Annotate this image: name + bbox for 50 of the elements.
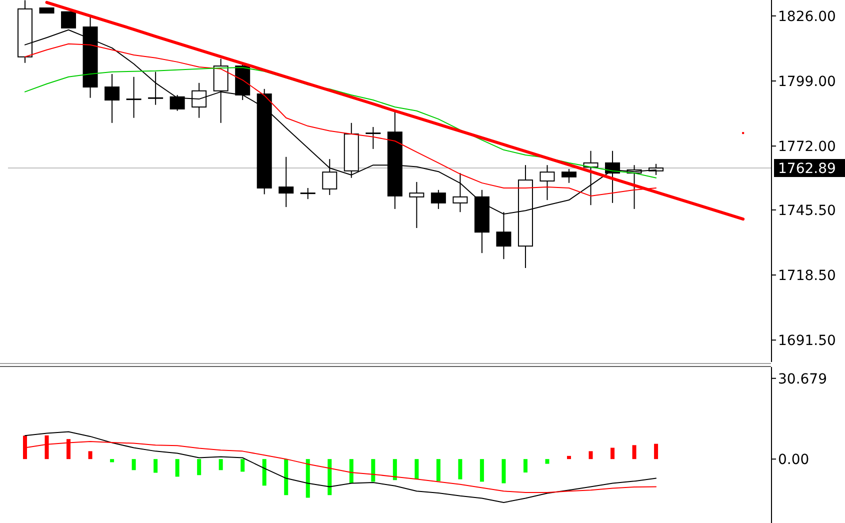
candlestick: [170, 94, 185, 112]
candlestick: [126, 76, 142, 118]
bar: [480, 459, 484, 482]
candlestick: [562, 168, 576, 184]
bar: [306, 459, 310, 498]
line-series: [24, 431, 657, 503]
bar: [610, 448, 615, 460]
y-tick-label: 1826.00: [778, 8, 836, 25]
candlestick: [540, 164, 555, 201]
candlestick: [409, 181, 424, 228]
bar: [284, 459, 288, 496]
y-tick-label: 1772.00: [778, 139, 836, 156]
candlestick: [192, 82, 207, 118]
bar: [88, 451, 92, 460]
bar: [110, 459, 114, 462]
candlestick: [300, 187, 316, 200]
bar: [523, 459, 528, 472]
bar: [240, 459, 245, 472]
bar: [436, 459, 440, 482]
bar: [197, 459, 202, 476]
bar: [262, 459, 266, 486]
y-tick-label: 1745.50: [778, 202, 836, 219]
bar: [545, 459, 550, 464]
candlestick: [322, 158, 338, 196]
y-tick-label: 1799.00: [778, 74, 836, 90]
bar: [458, 459, 462, 480]
candlestick: [366, 126, 381, 150]
bar: [392, 459, 397, 480]
ref-line-label: 1762.89: [778, 161, 836, 178]
y-tick-label: 30.679: [778, 371, 827, 388]
candlestick: [148, 71, 164, 106]
bar: [567, 456, 571, 460]
bar: [349, 459, 354, 484]
bar: [632, 445, 636, 460]
bar: [175, 459, 180, 477]
bar: [371, 459, 376, 482]
bar: [218, 459, 223, 470]
bar: [154, 459, 158, 473]
bar: [414, 459, 419, 480]
candlestick: [430, 189, 446, 210]
bar: [654, 444, 658, 460]
y-tick-label: 1718.50: [778, 268, 836, 284]
bar: [132, 459, 136, 470]
y-tick-label: 1691.50: [778, 333, 836, 350]
candlestick: [278, 156, 294, 208]
bar: [328, 459, 332, 496]
bar: [502, 459, 506, 484]
bar: [588, 451, 593, 460]
y-tick-label: 0.00: [778, 452, 810, 468]
candlestick: [104, 73, 120, 124]
